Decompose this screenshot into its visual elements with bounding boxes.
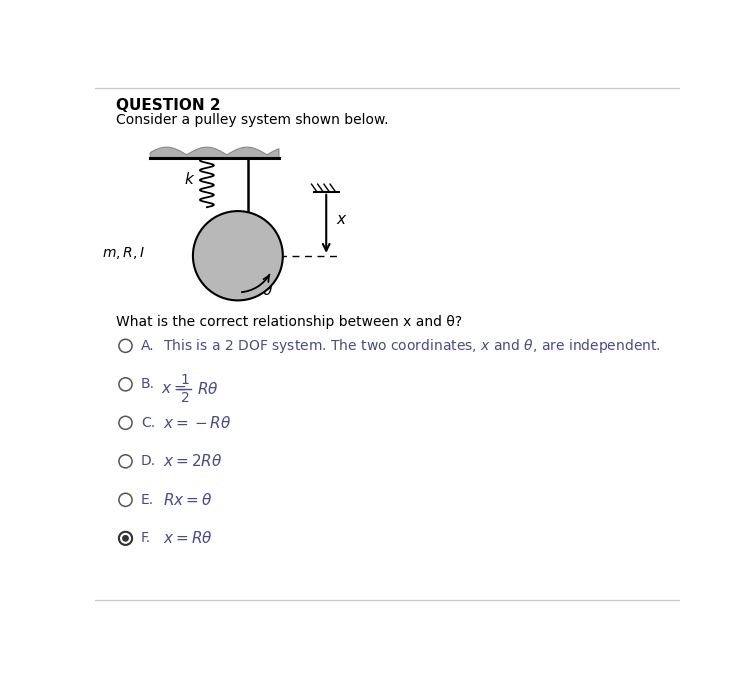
- Text: B.: B.: [141, 377, 155, 392]
- Text: This is a 2 DOF system. The two coordinates, $x$ and $\theta$, are independent.: This is a 2 DOF system. The two coordina…: [163, 337, 661, 355]
- Text: $x = 2R\theta$: $x = 2R\theta$: [163, 454, 222, 469]
- Text: $k$: $k$: [184, 171, 195, 187]
- Circle shape: [122, 535, 129, 541]
- Text: $x = R\theta$: $x = R\theta$: [163, 530, 212, 546]
- Text: QUESTION 2: QUESTION 2: [116, 98, 221, 113]
- Text: $R\theta$: $R\theta$: [197, 381, 218, 397]
- Text: $x = - R\theta$: $x = - R\theta$: [163, 415, 231, 431]
- Circle shape: [119, 532, 132, 545]
- Text: C.: C.: [141, 416, 155, 430]
- Text: E.: E.: [141, 493, 154, 507]
- Text: $x$: $x$: [336, 212, 347, 227]
- Text: $Rx = \theta$: $Rx = \theta$: [163, 492, 212, 508]
- Text: $1$: $1$: [180, 373, 189, 387]
- Circle shape: [119, 378, 132, 391]
- Text: D.: D.: [141, 454, 156, 469]
- Text: A.: A.: [141, 339, 155, 353]
- Text: $\theta$: $\theta$: [262, 282, 273, 298]
- Circle shape: [193, 211, 283, 300]
- Text: $x=$: $x=$: [161, 381, 187, 396]
- Circle shape: [119, 493, 132, 507]
- Polygon shape: [150, 147, 279, 158]
- Text: What is the correct relationship between x and θ?: What is the correct relationship between…: [116, 315, 463, 329]
- Text: $2$: $2$: [180, 391, 189, 405]
- Circle shape: [119, 532, 132, 545]
- Circle shape: [119, 416, 132, 430]
- Circle shape: [119, 339, 132, 352]
- Circle shape: [119, 455, 132, 468]
- Text: Consider a pulley system shown below.: Consider a pulley system shown below.: [116, 113, 389, 127]
- Text: F.: F.: [141, 531, 151, 545]
- Text: $m, R, I$: $m, R, I$: [102, 245, 145, 262]
